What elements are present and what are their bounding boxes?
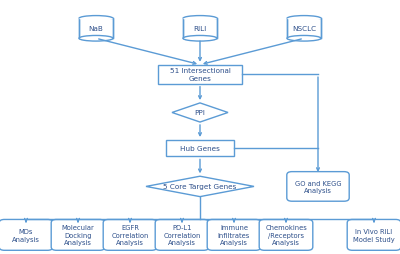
Text: Molecular
Docking
Analysis: Molecular Docking Analysis (62, 225, 94, 245)
Text: GO and KEGG
Analysis: GO and KEGG Analysis (295, 180, 341, 193)
FancyBboxPatch shape (183, 19, 217, 39)
Text: Hub Genes: Hub Genes (180, 146, 220, 152)
Ellipse shape (79, 17, 113, 22)
FancyBboxPatch shape (287, 19, 321, 39)
Text: NSCLC: NSCLC (292, 26, 316, 32)
Text: PD-L1
Correlation
Analysis: PD-L1 Correlation Analysis (163, 225, 201, 245)
FancyBboxPatch shape (103, 219, 157, 250)
FancyBboxPatch shape (166, 140, 234, 157)
FancyBboxPatch shape (51, 219, 105, 250)
FancyBboxPatch shape (155, 219, 209, 250)
Ellipse shape (287, 36, 321, 42)
Text: 5 Core Target Genes: 5 Core Target Genes (163, 184, 237, 190)
FancyBboxPatch shape (259, 219, 313, 250)
Ellipse shape (183, 36, 217, 42)
Ellipse shape (79, 36, 113, 42)
FancyBboxPatch shape (347, 219, 400, 250)
Text: In Vivo RILI
Model Study: In Vivo RILI Model Study (353, 228, 395, 242)
Text: Immune
Infiltrates
Analysis: Immune Infiltrates Analysis (218, 225, 250, 245)
FancyBboxPatch shape (207, 219, 261, 250)
Polygon shape (172, 104, 228, 122)
Text: 51 Intersectional
Genes: 51 Intersectional Genes (170, 68, 230, 82)
FancyBboxPatch shape (287, 172, 349, 201)
Polygon shape (146, 177, 254, 197)
Text: MDs
Analysis: MDs Analysis (12, 228, 40, 242)
Text: PPI: PPI (194, 110, 206, 116)
FancyBboxPatch shape (158, 66, 242, 84)
Text: NaB: NaB (88, 26, 104, 32)
FancyBboxPatch shape (79, 19, 113, 39)
Ellipse shape (287, 17, 321, 22)
Text: RILI: RILI (193, 26, 207, 32)
FancyBboxPatch shape (0, 219, 53, 250)
Ellipse shape (183, 17, 217, 22)
Text: EGFR
Correlation
Analysis: EGFR Correlation Analysis (111, 225, 149, 245)
Text: Chemokines
/Receptors
Analysis: Chemokines /Receptors Analysis (265, 225, 307, 245)
